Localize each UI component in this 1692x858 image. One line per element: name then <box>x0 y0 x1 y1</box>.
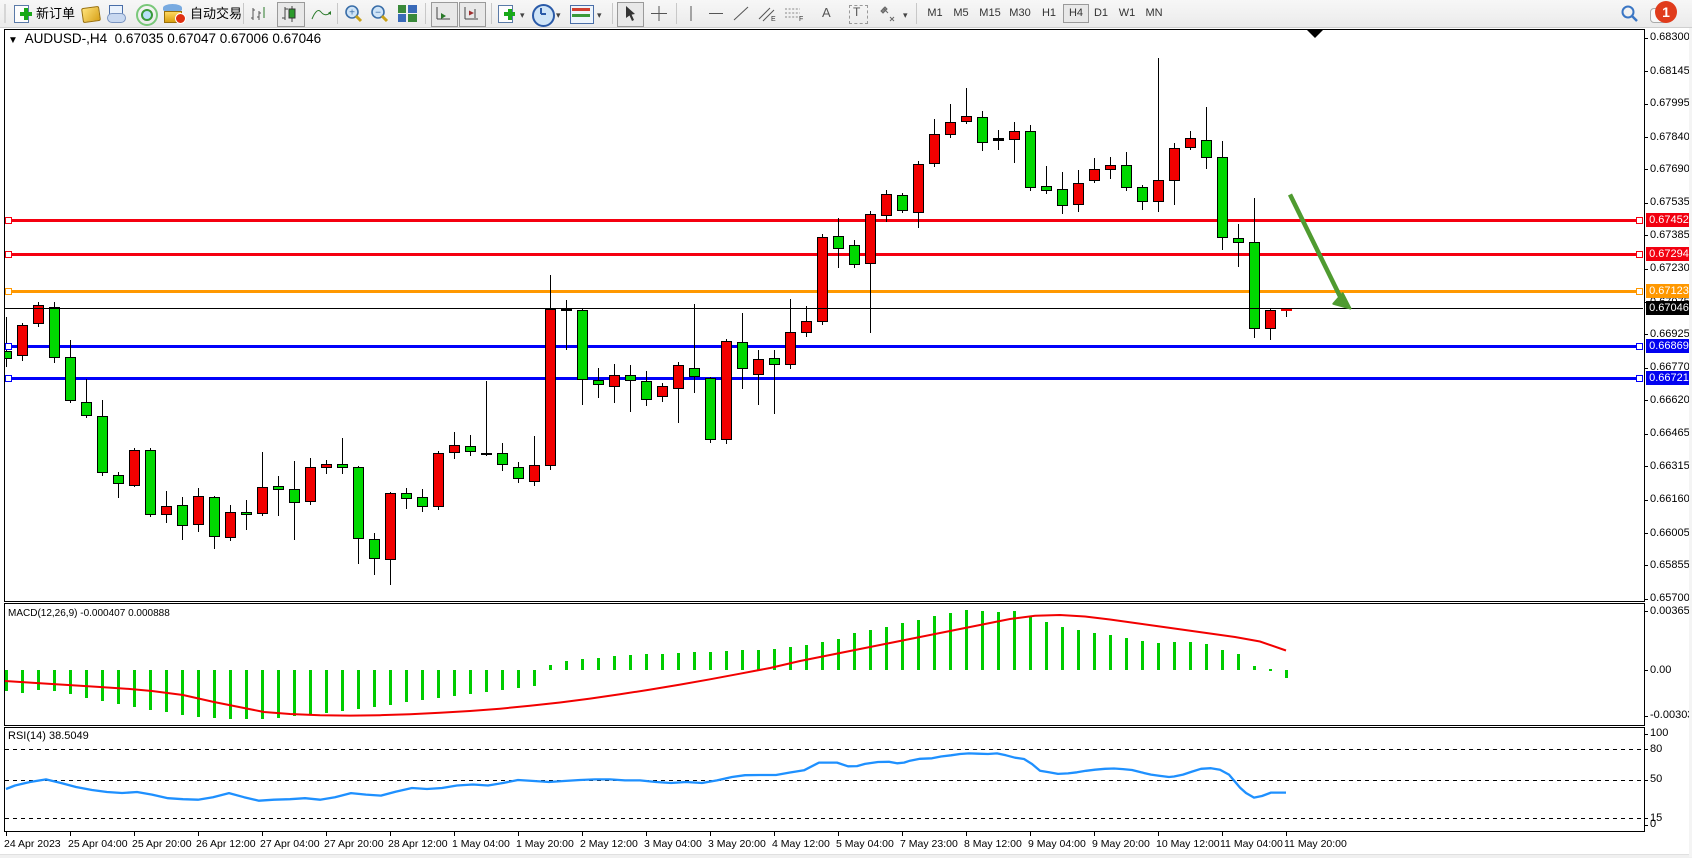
svg-text:+: + <box>349 8 355 19</box>
svg-text:E: E <box>771 16 776 22</box>
svg-text:F: F <box>799 16 803 22</box>
svg-text:−: − <box>375 8 381 19</box>
